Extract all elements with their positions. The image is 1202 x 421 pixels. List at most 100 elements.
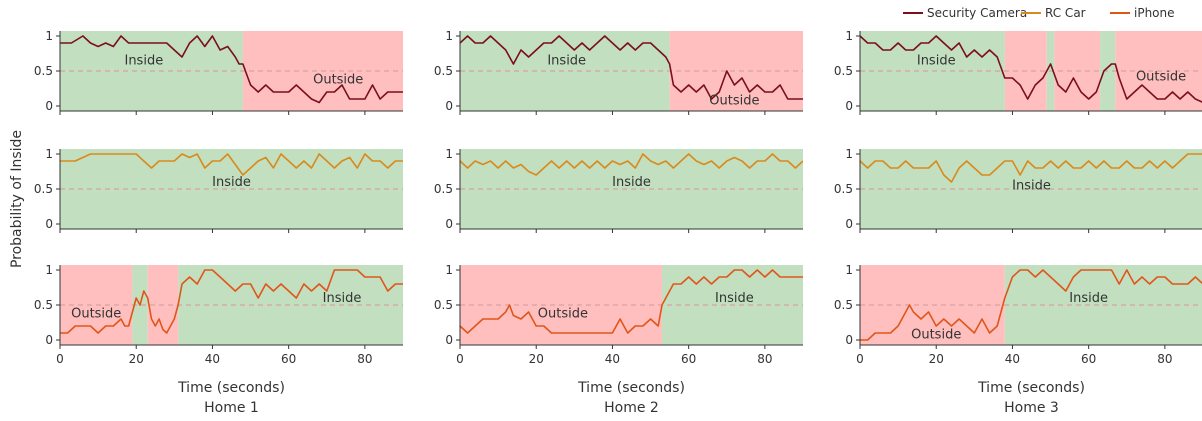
panel-iphone: Outside Inside 0 0.5 1 0 20 40 60 80 bbox=[834, 263, 1202, 366]
x-tick-label: 0 bbox=[856, 352, 864, 366]
plot-area bbox=[860, 31, 1202, 111]
x-axis-label: Time (seconds) bbox=[577, 380, 685, 396]
plot-area bbox=[460, 265, 803, 345]
home-3: InsideOutside00.51Inside00.51OutsideInsi… bbox=[834, 29, 1202, 416]
series-line bbox=[860, 269, 1202, 341]
y-tick-label: 1 bbox=[845, 147, 853, 161]
panels: InsideOutside00.51Inside00.51OutsideInsi… bbox=[34, 29, 1202, 416]
legend: Security Camera RC Car iPhone bbox=[903, 6, 1175, 20]
legend-label: Security Camera bbox=[927, 6, 1027, 20]
home-title: Home 2 bbox=[604, 400, 659, 416]
plot-area bbox=[860, 265, 1202, 345]
plot-area bbox=[460, 149, 803, 229]
region-outside bbox=[669, 31, 803, 111]
y-tick-label: 0 bbox=[45, 99, 53, 113]
region-label: Inside bbox=[1069, 291, 1108, 306]
y-tick-label: 0.5 bbox=[434, 298, 453, 312]
home-title: Home 1 bbox=[204, 400, 259, 416]
series-line bbox=[460, 269, 803, 334]
panel-rc-car: Inside 0 0.5 1 bbox=[834, 147, 1202, 233]
y-tick-label: 0.5 bbox=[834, 182, 853, 196]
region-label: Outside bbox=[313, 72, 363, 87]
plot-area bbox=[60, 265, 403, 345]
home-1: InsideOutside00.51Inside00.51OutsideInsi… bbox=[34, 29, 403, 416]
y-tick-label: 1 bbox=[445, 29, 453, 43]
x-tick-label: 20 bbox=[529, 352, 544, 366]
panel-rc-car: Inside 0 0.5 1 bbox=[34, 147, 403, 233]
region-label: Inside bbox=[547, 54, 586, 69]
panel-iphone: Outside Inside 0 0.5 1 0 20 40 60 80 bbox=[434, 263, 803, 366]
y-tick-label: 1 bbox=[845, 263, 853, 277]
y-tick-label: 1 bbox=[445, 147, 453, 161]
x-axis-label: Time (seconds) bbox=[177, 380, 285, 396]
y-tick-label: 0.5 bbox=[34, 298, 53, 312]
x-tick-label: 80 bbox=[757, 352, 772, 366]
series-line bbox=[60, 35, 403, 104]
region-label: Outside bbox=[1136, 70, 1186, 85]
y-axis-label: Probability of Inside bbox=[9, 130, 25, 268]
region-label: Inside bbox=[323, 291, 362, 306]
panel-iphone: Outside Inside 0 0.5 1 0 20 40 60 80 bbox=[34, 263, 403, 366]
region-label: Inside bbox=[917, 54, 956, 69]
series-line bbox=[860, 153, 1202, 183]
region-label: Inside bbox=[1012, 179, 1051, 194]
x-tick-label: 20 bbox=[129, 352, 144, 366]
y-tick-label: 0.5 bbox=[834, 298, 853, 312]
x-tick-label: 0 bbox=[456, 352, 464, 366]
legend-entry: Security Camera bbox=[903, 6, 1027, 20]
legend-entry: iPhone bbox=[1110, 6, 1175, 20]
y-tick-label: 0 bbox=[845, 333, 853, 347]
x-tick-label: 60 bbox=[281, 352, 296, 366]
y-tick-label: 0.5 bbox=[34, 64, 53, 78]
y-tick-label: 0.5 bbox=[834, 64, 853, 78]
panel-rc-car: Inside 0 0.5 1 bbox=[434, 147, 803, 233]
plot-area bbox=[860, 149, 1202, 229]
y-tick-label: 0.5 bbox=[34, 182, 53, 196]
panel-security-camera: Inside Outside 0 0.5 1 bbox=[834, 29, 1202, 115]
x-tick-label: 40 bbox=[205, 352, 220, 366]
y-tick-label: 0 bbox=[845, 217, 853, 231]
x-tick-label: 80 bbox=[357, 352, 372, 366]
x-tick-label: 40 bbox=[605, 352, 620, 366]
y-tick-label: 1 bbox=[845, 29, 853, 43]
y-tick-label: 0.5 bbox=[434, 182, 453, 196]
series-line bbox=[460, 153, 803, 176]
region-label: Inside bbox=[715, 291, 754, 306]
y-tick-label: 0.5 bbox=[434, 64, 453, 78]
y-tick-label: 1 bbox=[45, 263, 53, 277]
series-line bbox=[460, 35, 803, 100]
y-tick-label: 0 bbox=[445, 333, 453, 347]
y-tick-label: 0 bbox=[445, 99, 453, 113]
x-axis-label: Time (seconds) bbox=[977, 380, 1085, 396]
y-tick-label: 0 bbox=[45, 333, 53, 347]
panel-security-camera: Inside Outside 0 0.5 1 bbox=[34, 29, 403, 115]
plot-area bbox=[60, 31, 403, 111]
y-tick-label: 0 bbox=[45, 217, 53, 231]
legend-label: iPhone bbox=[1134, 6, 1175, 20]
series-line bbox=[60, 153, 403, 176]
x-tick-label: 60 bbox=[1081, 352, 1096, 366]
x-tick-label: 80 bbox=[1157, 352, 1172, 366]
region-label: Outside bbox=[709, 93, 759, 108]
region-label: Outside bbox=[538, 306, 588, 321]
region-label: Inside bbox=[212, 175, 251, 190]
x-tick-label: 40 bbox=[1005, 352, 1020, 366]
y-tick-label: 0 bbox=[445, 217, 453, 231]
region-label: Outside bbox=[71, 306, 121, 321]
legend-entry: RC Car bbox=[1021, 6, 1086, 20]
y-tick-label: 1 bbox=[445, 263, 453, 277]
series-line bbox=[860, 35, 1202, 103]
panel-security-camera: Inside Outside 0 0.5 1 bbox=[434, 29, 803, 115]
legend-label: RC Car bbox=[1045, 6, 1086, 20]
x-tick-label: 0 bbox=[56, 352, 64, 366]
plot-area bbox=[460, 31, 803, 111]
region-label: Inside bbox=[124, 54, 163, 69]
y-tick-label: 1 bbox=[45, 147, 53, 161]
home-title: Home 3 bbox=[1004, 400, 1059, 416]
y-tick-label: 1 bbox=[45, 29, 53, 43]
y-tick-label: 0 bbox=[845, 99, 853, 113]
x-tick-label: 20 bbox=[929, 352, 944, 366]
series-line bbox=[60, 269, 403, 334]
home-2: InsideOutside00.51Inside00.51OutsideInsi… bbox=[434, 29, 803, 416]
region-label: Outside bbox=[911, 327, 961, 342]
